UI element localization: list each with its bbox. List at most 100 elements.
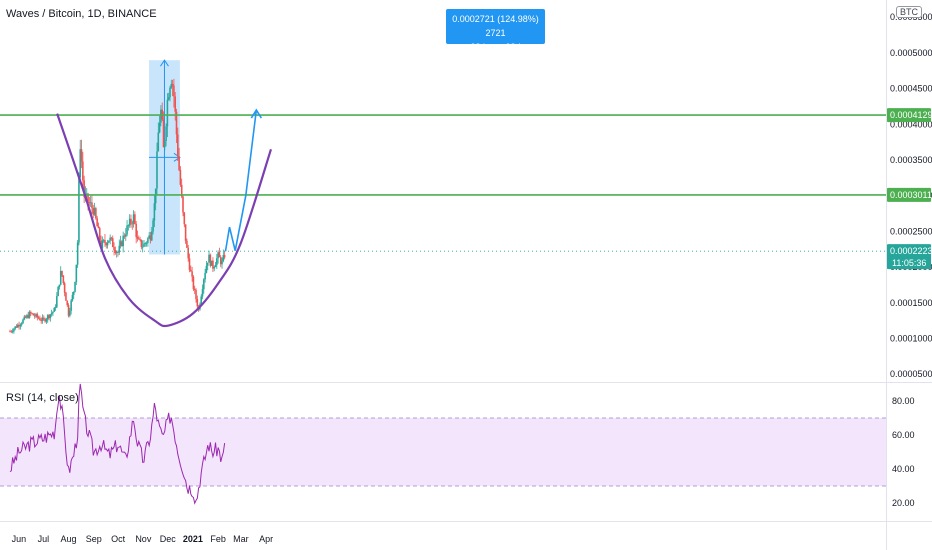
measure-horizontal-arrowhead xyxy=(173,152,181,162)
candle-body xyxy=(216,258,218,265)
candle-body xyxy=(218,252,221,258)
upper-level-badge: 0.0004129 xyxy=(890,110,932,120)
lower-level-badge-bg xyxy=(887,187,931,202)
price-axis-tick: 0.0000500 xyxy=(890,369,932,379)
candle-body xyxy=(193,289,196,290)
candle-body xyxy=(160,109,162,123)
price-axis-tick: 0.0003500 xyxy=(890,155,932,165)
candle-body xyxy=(126,225,128,235)
candle-body xyxy=(115,251,118,253)
candle-body xyxy=(206,262,209,266)
candle-body xyxy=(37,317,40,319)
candle-body xyxy=(188,258,191,270)
candle-body xyxy=(65,292,67,301)
time-axis-tick: Jun xyxy=(12,534,27,544)
candle-body xyxy=(14,326,17,329)
currency-button[interactable]: BTC xyxy=(896,6,922,18)
candle-body xyxy=(93,208,96,215)
candle-body xyxy=(186,240,188,248)
projection-arrowhead xyxy=(250,108,263,119)
candle-body xyxy=(76,242,79,265)
candle-body xyxy=(154,188,157,204)
price-axis-tick: 0.0004500 xyxy=(890,84,932,94)
candle-body xyxy=(191,271,193,277)
candle-body xyxy=(180,184,183,197)
time-axis-tick: Apr xyxy=(259,534,273,544)
candle-body xyxy=(150,231,153,241)
candle-body xyxy=(173,85,175,97)
rsi-axis-tick: 20.00 xyxy=(892,498,915,508)
candle-body xyxy=(162,119,165,148)
candle-body xyxy=(177,134,179,157)
price-axis-tick: 0.0001500 xyxy=(890,298,932,308)
candle-body xyxy=(170,83,173,88)
candle-body xyxy=(27,315,30,318)
time-axis-tick: Aug xyxy=(61,534,77,544)
candle-body xyxy=(20,323,23,325)
candle-body xyxy=(109,237,111,241)
candle-body xyxy=(26,315,28,318)
candle-body xyxy=(67,305,70,316)
candle-body xyxy=(190,269,192,272)
candle-body xyxy=(18,324,20,327)
candle-body xyxy=(74,281,76,292)
candle-body xyxy=(130,218,132,224)
candle-body xyxy=(140,239,143,247)
candle-body xyxy=(85,193,88,195)
candle-body xyxy=(209,254,212,266)
candle-body xyxy=(121,241,123,247)
candle-body xyxy=(59,270,62,285)
candle-body xyxy=(56,296,58,308)
candle-body xyxy=(62,275,65,284)
candle-body xyxy=(137,238,140,240)
candle-body xyxy=(144,243,147,244)
candle-body xyxy=(31,313,33,314)
candle-body xyxy=(88,202,91,204)
last-price-badge-bg xyxy=(887,244,931,270)
candle-body xyxy=(44,318,46,322)
candle-body xyxy=(43,317,45,319)
candle-body xyxy=(66,300,69,306)
candle-body xyxy=(169,87,171,98)
candle-body xyxy=(223,255,226,258)
candle-body xyxy=(83,180,85,198)
price-axis-tick: 0.0002500 xyxy=(890,226,932,236)
candle-body xyxy=(113,247,115,250)
candle-body xyxy=(179,170,182,185)
candle-body xyxy=(110,237,113,239)
candle-body xyxy=(53,308,56,312)
candle-body xyxy=(98,228,101,241)
candle-body xyxy=(91,202,93,209)
candle-body xyxy=(13,328,15,332)
candle-body xyxy=(158,122,161,133)
candle-body xyxy=(89,202,92,204)
candle-body xyxy=(222,255,225,261)
candle-body xyxy=(75,264,78,282)
last-price-badge: 0.0002223 xyxy=(890,246,932,256)
cup-curve xyxy=(56,113,273,328)
candle-body xyxy=(201,289,204,297)
candle-body xyxy=(41,317,44,321)
rsi-axis-tick: 40.00 xyxy=(892,464,915,474)
candle-body xyxy=(175,111,178,135)
candle-body xyxy=(15,326,18,328)
candle-body xyxy=(10,331,13,333)
candle-body xyxy=(167,97,170,100)
candle-body xyxy=(118,245,121,253)
candle-body xyxy=(49,314,52,319)
candle-body xyxy=(195,289,197,300)
candle-body xyxy=(19,324,22,327)
measure-tooltip-bars: 38 bars, 38d xyxy=(470,42,521,52)
candle-body xyxy=(184,224,187,241)
measure-tooltip-change: 0.0002721 (124.98%) 2721 xyxy=(452,14,539,38)
candle-body xyxy=(119,241,122,246)
candle-body xyxy=(102,240,105,241)
candle-body xyxy=(141,246,144,248)
candle-body xyxy=(204,272,206,280)
candle-body xyxy=(136,236,139,239)
upper-level-badge-bg xyxy=(887,108,931,123)
candle-body xyxy=(28,312,31,318)
candle-body xyxy=(203,279,205,290)
candle-body xyxy=(72,291,75,295)
